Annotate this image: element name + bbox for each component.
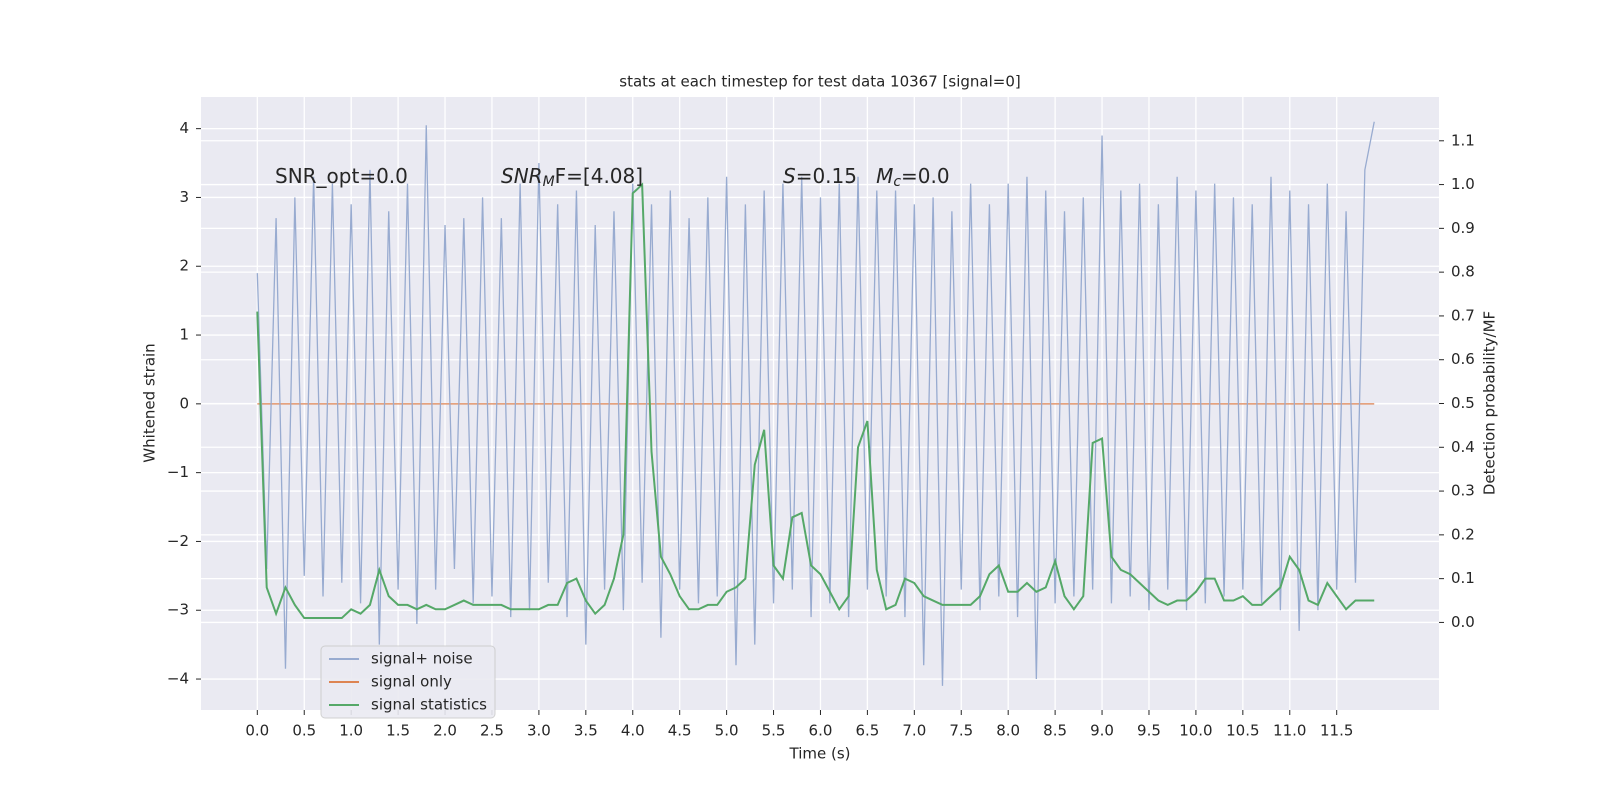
x-tick-label: 11.5 xyxy=(1320,722,1353,740)
y2-tick-label: 0.5 xyxy=(1451,394,1475,412)
series-line xyxy=(256,121,1375,686)
y2-tick-label: 0.4 xyxy=(1451,438,1475,456)
x-tick-label: 8.5 xyxy=(1043,722,1067,740)
legend-label: signal statistics xyxy=(371,696,487,714)
annotation-part: F=[4.08] xyxy=(555,164,643,188)
x-tick-label: 4.5 xyxy=(668,722,692,740)
y-axis-label: Whitened strain xyxy=(141,343,159,462)
x-tick-label: 3.0 xyxy=(527,722,551,740)
y2-tick-label: 0.7 xyxy=(1451,306,1475,324)
y2-tick-label: 1.1 xyxy=(1451,131,1475,149)
y2-tick-label: 0.6 xyxy=(1451,350,1475,368)
x-tick-label: 7.5 xyxy=(949,722,973,740)
legend-label: signal+ noise xyxy=(371,650,473,668)
series-line xyxy=(256,182,1375,620)
legend-label: signal only xyxy=(371,673,452,691)
y2-tick-label: 0.9 xyxy=(1451,219,1475,237)
x-tick-label: 1.0 xyxy=(339,722,363,740)
x-axis-label: Time (s) xyxy=(789,745,851,763)
x-tick-label: 6.0 xyxy=(809,722,833,740)
annotation-part: =0.15 xyxy=(796,164,876,188)
y-tick-label: −4 xyxy=(167,670,189,688)
annotation-part: SNR xyxy=(501,164,543,188)
x-tick-label: 3.5 xyxy=(574,722,598,740)
y2-tick-label: 1.0 xyxy=(1451,175,1475,193)
x-tick-label: 9.0 xyxy=(1090,722,1114,740)
y2-tick-label: 0.0 xyxy=(1451,613,1475,631)
y-tick-label: 0 xyxy=(179,394,189,412)
x-tick-label: 1.5 xyxy=(386,722,410,740)
x-tick-label: 2.0 xyxy=(433,722,457,740)
y-tick-label: 1 xyxy=(179,326,189,344)
y-tick-label: 2 xyxy=(179,257,189,275)
annotation-part: SNR_opt=0.0 xyxy=(275,164,408,188)
annotation: SNRMF=[4.08] xyxy=(501,164,643,191)
x-tick-label: 2.5 xyxy=(480,722,504,740)
x-tick-label: 5.5 xyxy=(762,722,786,740)
y2-tick-label: 0.1 xyxy=(1451,569,1475,587)
y-tick-label: −2 xyxy=(167,532,189,550)
chart-title: stats at each timestep for test data 103… xyxy=(619,73,1020,91)
y2-tick-label: 0.8 xyxy=(1451,263,1475,281)
x-tick-label: 7.0 xyxy=(902,722,926,740)
legend-box xyxy=(320,645,496,719)
annotation-part: S xyxy=(783,164,796,188)
x-tick-label: 10.0 xyxy=(1179,722,1212,740)
y2-tick-label: 0.2 xyxy=(1451,525,1475,543)
x-tick-label: 6.5 xyxy=(855,722,879,740)
x-tick-label: 5.0 xyxy=(715,722,739,740)
x-tick-label: 0.5 xyxy=(292,722,316,740)
x-tick-label: 10.5 xyxy=(1226,722,1259,740)
x-tick-label: 4.0 xyxy=(621,722,645,740)
annotation-part: M xyxy=(876,164,893,188)
x-tick-label: 11.0 xyxy=(1273,722,1306,740)
y-tick-label: −1 xyxy=(167,463,189,481)
annotation-part: M xyxy=(543,174,555,190)
x-tick-label: 9.5 xyxy=(1137,722,1161,740)
y-tick-label: −3 xyxy=(167,601,189,619)
y2-tick-label: 0.3 xyxy=(1451,482,1475,500)
y-tick-label: 3 xyxy=(179,188,189,206)
x-tick-label: 8.0 xyxy=(996,722,1020,740)
annotation-part: =0.0 xyxy=(901,164,950,188)
annotation: S=0.15 Mc=0.0 xyxy=(783,164,950,191)
annotation: SNR_opt=0.0 xyxy=(275,164,408,188)
y-tick-label: 4 xyxy=(179,119,189,137)
x-tick-label: 0.0 xyxy=(245,722,269,740)
y2-axis-label: Detection probability/MF xyxy=(1481,311,1499,495)
annotation-part: c xyxy=(893,174,901,190)
